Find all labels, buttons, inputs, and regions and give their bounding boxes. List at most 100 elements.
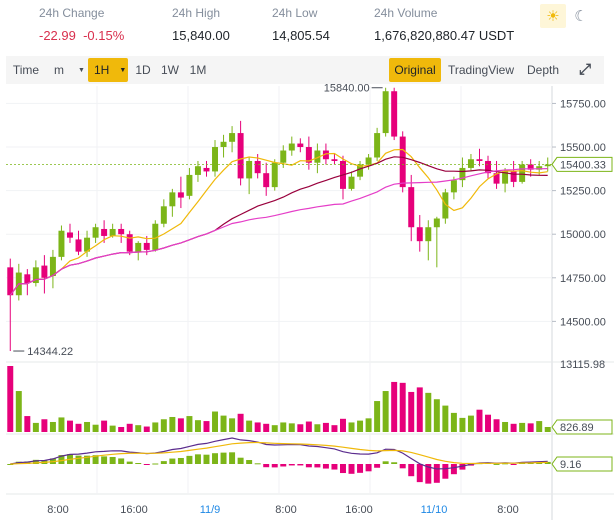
candlestick-chart[interactable]: 15750.00 15500.00 15250.00 15000.00 14750.00…	[0, 84, 614, 524]
macd-histogram-bar	[212, 453, 219, 464]
time-axis-label: 8:00	[47, 504, 68, 516]
macd-histogram-bar	[365, 464, 372, 472]
macd-histogram-bar	[288, 464, 295, 466]
candle-body	[305, 147, 312, 163]
candle-body	[536, 166, 543, 170]
candle-body	[510, 171, 517, 182]
volume-bar	[212, 411, 219, 432]
candle-body	[152, 223, 159, 250]
original-view-button[interactable]: Original	[389, 58, 441, 82]
ma-long-line	[9, 168, 548, 296]
candle-body	[476, 159, 483, 161]
volume-bar	[331, 425, 338, 432]
volume-bar	[493, 419, 500, 432]
volume-bar	[194, 420, 201, 432]
interval-1h-button[interactable]: 1H ▼	[88, 58, 128, 82]
candle-body	[527, 164, 534, 170]
candle-body	[502, 171, 509, 184]
candle-body	[314, 150, 321, 163]
volume-bar	[510, 423, 517, 432]
sun-icon[interactable]: ☀	[540, 4, 566, 28]
macd-histogram-bar	[126, 461, 133, 464]
candle-body	[254, 160, 261, 174]
time-button[interactable]: Time	[12, 63, 40, 77]
macd-dif-line	[10, 437, 548, 470]
macd-histogram-bar	[169, 458, 176, 464]
candle-body	[58, 230, 65, 257]
candle-body	[442, 192, 449, 219]
macd-histogram-bar	[314, 464, 321, 468]
candle-body	[357, 164, 364, 177]
volume-bar	[322, 422, 329, 432]
candle-body	[237, 133, 244, 179]
tradingview-button[interactable]: TradingView	[447, 63, 515, 77]
interval-1d-button[interactable]: 1D	[135, 63, 151, 77]
moon-icon[interactable]: ☾	[574, 8, 588, 25]
caret-down-icon: ▼	[119, 66, 127, 74]
fullscreen-icon[interactable]: ⤢	[578, 61, 591, 78]
volume-tick-label: 13115.98	[560, 359, 605, 371]
candle-body	[84, 237, 91, 252]
volume-bar	[297, 424, 304, 432]
macd-histogram-bar	[331, 464, 338, 470]
candle-body	[49, 256, 56, 277]
volume-bar	[263, 423, 270, 432]
depth-button[interactable]: Depth	[526, 63, 560, 77]
macd-histogram-bar	[297, 464, 304, 466]
candle-body	[194, 166, 201, 175]
volume-bar	[49, 421, 56, 432]
macd-histogram-bar	[58, 455, 65, 464]
macd-histogram-bar	[339, 464, 346, 474]
macd-value-label: 9.16	[560, 459, 581, 471]
time-axis-label: 8:00	[275, 504, 296, 516]
macd-histogram-bar	[194, 454, 201, 464]
price-tick-label: 15500.00	[560, 142, 606, 154]
candle-body	[416, 227, 423, 242]
macd-histogram-bar	[382, 461, 389, 464]
volume-bar	[450, 412, 457, 432]
macd-value-tag	[551, 456, 613, 472]
volume-bar	[399, 382, 406, 432]
candle-body	[544, 164, 551, 167]
volume-bar	[544, 426, 551, 432]
candle-body	[374, 133, 381, 158]
time-axis-label: 11/9	[200, 504, 221, 516]
interval-1w-button[interactable]: 1W	[161, 63, 179, 77]
candle-body	[220, 141, 227, 148]
candle-body	[126, 234, 133, 252]
time-axis-label: 8:00	[497, 504, 518, 516]
candle-body	[288, 143, 295, 151]
candle-body	[425, 227, 432, 242]
macd-histogram-bar	[237, 457, 244, 464]
macd-histogram-bar	[177, 457, 184, 464]
volume-bar	[246, 420, 253, 432]
candle-body	[246, 160, 253, 179]
candle-body	[92, 227, 99, 238]
minute-interval-dropdown[interactable]: m ▼	[48, 58, 90, 82]
macd-histogram-bar	[433, 464, 440, 483]
candle-body	[212, 147, 219, 172]
volume-bar	[92, 424, 99, 432]
interval-1h-label: 1H	[94, 63, 110, 77]
macd-histogram-bar	[450, 464, 457, 475]
ma-short-line	[9, 148, 548, 296]
candle-body	[331, 159, 338, 161]
macd-histogram-bar	[442, 464, 449, 479]
price-tick-label: 15000.00	[560, 229, 606, 241]
volume-bar	[237, 413, 244, 432]
macd-histogram-bar	[280, 464, 287, 467]
macd-histogram-bar	[92, 455, 99, 464]
stat-label: 24h Low	[272, 6, 318, 20]
macd-histogram-bar	[357, 464, 364, 473]
volume-bar	[442, 405, 449, 432]
current-price-tag	[551, 156, 613, 172]
stat-label: 24h Change	[39, 6, 105, 20]
macd-histogram-bar	[160, 461, 167, 464]
interval-1m-button[interactable]: 1M	[189, 63, 207, 77]
stat-value: -22.99 -0.15%	[39, 28, 125, 43]
macd-histogram-bar	[143, 464, 150, 465]
candle-body	[519, 164, 526, 182]
volume-bar	[15, 391, 22, 432]
volume-bar	[357, 420, 364, 432]
candle-body	[186, 174, 193, 196]
